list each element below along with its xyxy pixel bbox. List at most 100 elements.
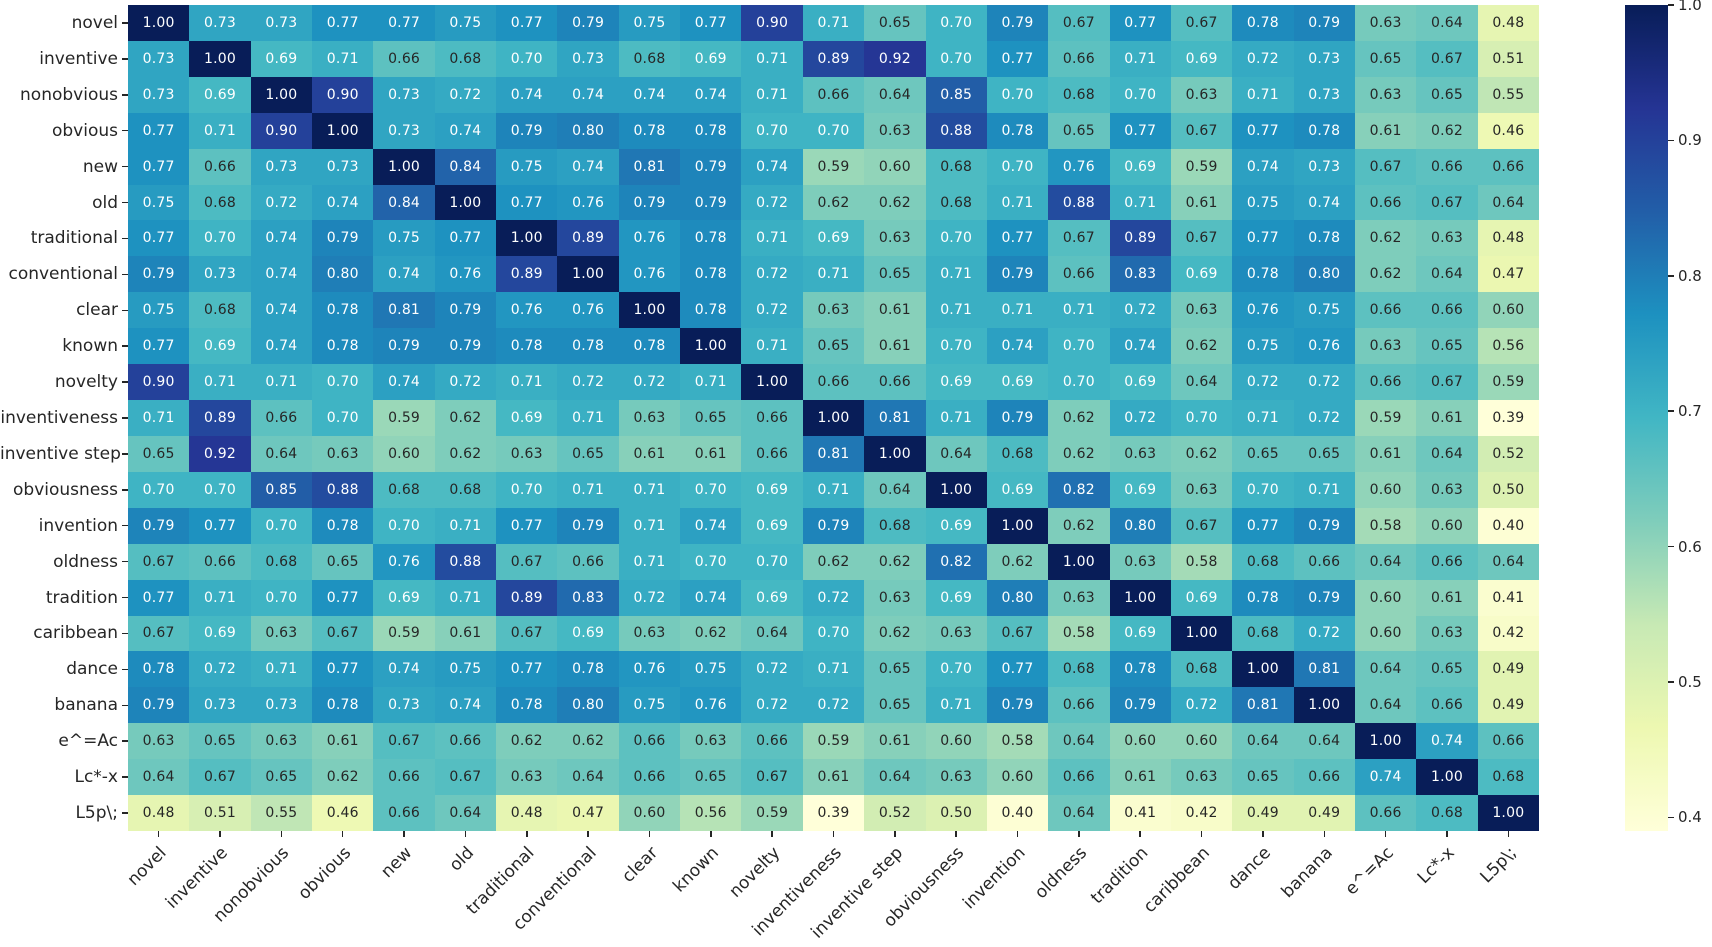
y-tick-label: invention: [38, 515, 118, 536]
heatmap-cell: 0.85: [250, 471, 313, 508]
heatmap-cell: 0.71: [741, 40, 803, 77]
heatmap-cell: 0.84: [434, 148, 497, 185]
heatmap-cell: 0.64: [1232, 723, 1294, 760]
heatmap-cell: 0.69: [986, 471, 1049, 508]
heatmap-cell: 0.78: [1232, 256, 1294, 293]
heatmap-cell: 0.74: [557, 76, 619, 113]
heatmap-cell: 0.73: [557, 40, 619, 77]
heatmap-cell: 0.73: [373, 112, 435, 149]
heatmap-cell: 0.78: [680, 292, 742, 329]
y-tick-label: old: [92, 192, 118, 213]
y-tick-mark: [122, 668, 128, 671]
heatmap-cell: 0.63: [864, 579, 926, 616]
heatmap-cell: 0.64: [1048, 795, 1110, 831]
heatmap-cell: 0.71: [434, 579, 497, 616]
heatmap-cell: 0.68: [864, 507, 926, 544]
heatmap-cell: 0.63: [618, 400, 681, 436]
heatmap-cell: 0.80: [986, 579, 1049, 616]
heatmap-cell: 0.66: [1416, 148, 1478, 185]
heatmap-cell: 0.79: [373, 328, 435, 365]
x-tick-mark: [1384, 831, 1387, 837]
heatmap-cell: 0.62: [434, 435, 497, 472]
heatmap-cell: 0.66: [802, 76, 865, 113]
heatmap-cell: 0.71: [802, 471, 865, 508]
y-tick-label: new: [82, 156, 118, 177]
heatmap-cell: 0.69: [925, 507, 987, 544]
heatmap-cell: 0.72: [618, 364, 681, 401]
heatmap-cell: 0.72: [189, 651, 251, 688]
y-tick-label: banana: [54, 695, 118, 716]
heatmap-cell: 0.61: [680, 435, 742, 472]
heatmap-cell: 0.64: [1354, 543, 1417, 580]
y-tick-label: oldness: [53, 551, 118, 572]
y-tick-mark: [122, 812, 128, 814]
colorbar-tick-mark: [1668, 681, 1674, 683]
heatmap-cell: 0.77: [496, 507, 558, 544]
heatmap-cell: 0.74: [680, 579, 742, 616]
y-tick-label: e^=Ac: [58, 731, 118, 752]
heatmap-cell: 0.66: [373, 759, 435, 796]
heatmap-cell: 0.71: [741, 328, 803, 365]
heatmap-cell: 0.89: [189, 400, 251, 436]
heatmap-cell: 0.74: [618, 76, 681, 113]
heatmap-cell: 0.67: [189, 759, 251, 796]
heatmap-cell: 0.64: [1477, 184, 1539, 221]
heatmap-cell: 0.71: [741, 76, 803, 113]
heatmap-cell: 0.68: [1048, 651, 1110, 688]
y-tick-mark: [122, 237, 128, 240]
heatmap-cell: 0.74: [1232, 148, 1294, 185]
heatmap-cell: 0.78: [312, 292, 374, 329]
heatmap-cell: 0.66: [1048, 256, 1110, 293]
heatmap-cell: 0.65: [1293, 435, 1355, 472]
heatmap-cell: 1.00: [1232, 651, 1294, 688]
heatmap-cell: 0.39: [1477, 400, 1539, 436]
heatmap-cell: 0.63: [1416, 220, 1478, 257]
heatmap-cell: 0.77: [128, 220, 190, 257]
heatmap-cell: 0.60: [864, 148, 926, 185]
heatmap-cell: 0.73: [373, 687, 435, 724]
heatmap-cell: 0.81: [618, 148, 681, 185]
heatmap-cell: 0.70: [496, 471, 558, 508]
heatmap-cell: 0.72: [618, 579, 681, 616]
heatmap-cell: 0.62: [680, 615, 742, 652]
heatmap-cell: 0.64: [1416, 5, 1478, 41]
heatmap-cell: 0.77: [1232, 220, 1294, 257]
heatmap-cell: 0.78: [680, 112, 742, 149]
heatmap-cell: 0.68: [373, 471, 435, 508]
heatmap-cell: 0.49: [1477, 651, 1539, 688]
heatmap-cell: 0.70: [189, 220, 251, 257]
heatmap-cell: 0.50: [925, 795, 987, 831]
heatmap-cell: 0.75: [618, 5, 681, 41]
heatmap-cell: 0.70: [1170, 400, 1233, 436]
heatmap-cell: 0.62: [1170, 435, 1233, 472]
x-tick-mark: [1446, 831, 1448, 837]
heatmap-cell: 0.85: [925, 76, 987, 113]
heatmap-cell: 0.42: [1170, 795, 1233, 831]
heatmap-cell: 0.68: [1170, 651, 1233, 688]
heatmap-cell: 0.70: [373, 507, 435, 544]
x-tick-mark: [587, 831, 589, 837]
heatmap-cell: 0.83: [1109, 256, 1171, 293]
heatmap-cell: 0.78: [496, 328, 558, 365]
heatmap-cell: 0.66: [250, 400, 313, 436]
y-tick-label: traditional: [30, 228, 118, 249]
heatmap-cell: 0.75: [128, 184, 190, 221]
heatmap-cell: 0.75: [1293, 292, 1355, 329]
heatmap-cell: 0.74: [557, 148, 619, 185]
heatmap-cell: 0.66: [1293, 759, 1355, 796]
heatmap-cell: 0.77: [373, 5, 435, 41]
heatmap-cell: 0.62: [864, 615, 926, 652]
heatmap-cell: 0.78: [496, 687, 558, 724]
heatmap-cell: 0.89: [802, 40, 865, 77]
heatmap-cell: 0.80: [1293, 256, 1355, 293]
heatmap-cell: 0.50: [1477, 471, 1539, 508]
y-tick-label: obvious: [51, 120, 118, 141]
heatmap-cell: 0.64: [1354, 687, 1417, 724]
y-tick-mark: [122, 273, 128, 276]
heatmap-cell: 0.77: [312, 5, 374, 41]
heatmap-cell: 0.41: [1477, 579, 1539, 616]
heatmap-cell: 1.00: [128, 5, 190, 41]
heatmap-cell: 0.73: [128, 76, 190, 113]
heatmap-cell: 0.78: [128, 651, 190, 688]
heatmap-cell: 0.78: [1232, 5, 1294, 41]
